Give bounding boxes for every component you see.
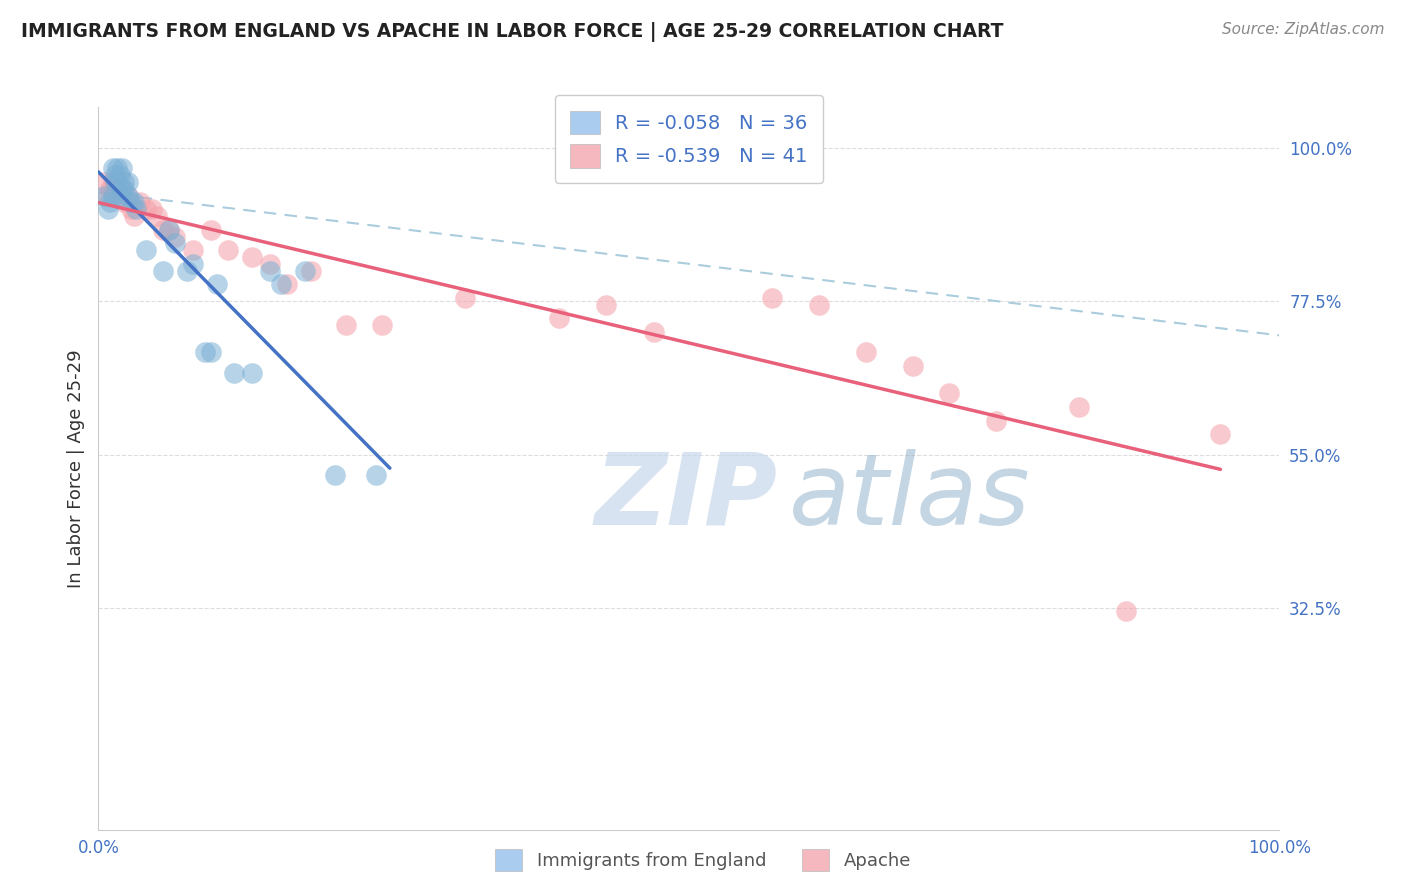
Point: [125, 202, 148, 217]
Point: [270, 277, 292, 292]
Point: [105, 175, 128, 189]
Point: [152, 263, 174, 277]
Point: [112, 195, 135, 210]
Point: [104, 175, 127, 189]
Point: [323, 468, 346, 483]
Point: [146, 209, 169, 223]
Point: [93, 188, 115, 202]
Point: [364, 468, 387, 483]
Point: [111, 161, 134, 176]
Point: [1067, 400, 1090, 414]
Point: [104, 182, 127, 196]
Point: [128, 195, 150, 210]
Point: [112, 175, 135, 189]
Point: [259, 257, 281, 271]
Point: [205, 277, 228, 292]
Point: [111, 188, 134, 202]
Point: [105, 175, 128, 189]
Point: [98, 182, 121, 196]
Point: [117, 175, 139, 189]
Point: [108, 182, 131, 196]
Point: [855, 345, 877, 359]
Point: [97, 202, 120, 217]
Point: [200, 223, 222, 237]
Point: [93, 175, 115, 189]
Point: [157, 223, 180, 237]
Point: [108, 168, 131, 182]
Point: [224, 366, 246, 380]
Point: [117, 188, 139, 202]
Point: [643, 325, 665, 339]
Point: [176, 263, 198, 277]
Point: [1209, 427, 1232, 442]
Point: [135, 202, 157, 217]
Point: [97, 188, 120, 202]
Point: [453, 291, 475, 305]
Point: [240, 250, 263, 264]
Point: [217, 243, 239, 257]
Point: [141, 202, 163, 217]
Point: [903, 359, 925, 373]
Text: IMMIGRANTS FROM ENGLAND VS APACHE IN LABOR FORCE | AGE 25-29 CORRELATION CHART: IMMIGRANTS FROM ENGLAND VS APACHE IN LAB…: [21, 22, 1004, 42]
Point: [181, 243, 204, 257]
Point: [165, 229, 187, 244]
Point: [807, 298, 830, 312]
Point: [276, 277, 298, 292]
Point: [98, 195, 121, 210]
Point: [122, 209, 145, 223]
Point: [121, 195, 143, 210]
Point: [112, 182, 135, 196]
Point: [108, 188, 131, 202]
Point: [1115, 604, 1137, 618]
Point: [165, 236, 187, 251]
Point: [181, 257, 204, 271]
Text: ZIP: ZIP: [595, 449, 778, 546]
Point: [294, 263, 316, 277]
Point: [135, 243, 157, 257]
Point: [595, 298, 617, 312]
Legend: Immigrants from England, Apache: Immigrants from England, Apache: [488, 842, 918, 879]
Point: [761, 291, 783, 305]
Point: [117, 188, 139, 202]
Text: Source: ZipAtlas.com: Source: ZipAtlas.com: [1222, 22, 1385, 37]
Point: [122, 195, 145, 210]
Point: [101, 188, 124, 202]
Point: [104, 168, 127, 182]
Point: [121, 202, 143, 217]
Point: [299, 263, 322, 277]
Point: [101, 175, 124, 189]
Point: [371, 318, 394, 333]
Point: [548, 311, 571, 326]
Point: [157, 223, 180, 237]
Point: [335, 318, 357, 333]
Point: [111, 182, 134, 196]
Point: [938, 386, 960, 401]
Point: [101, 161, 124, 176]
Point: [240, 366, 263, 380]
Y-axis label: In Labor Force | Age 25-29: In Labor Force | Age 25-29: [66, 349, 84, 588]
Point: [194, 345, 217, 359]
Point: [984, 414, 1007, 428]
Point: [200, 345, 222, 359]
Point: [259, 263, 281, 277]
Legend: R = -0.058   N = 36, R = -0.539   N = 41: R = -0.058 N = 36, R = -0.539 N = 41: [555, 95, 823, 184]
Point: [152, 223, 174, 237]
Point: [105, 161, 128, 176]
Text: atlas: atlas: [789, 449, 1031, 546]
